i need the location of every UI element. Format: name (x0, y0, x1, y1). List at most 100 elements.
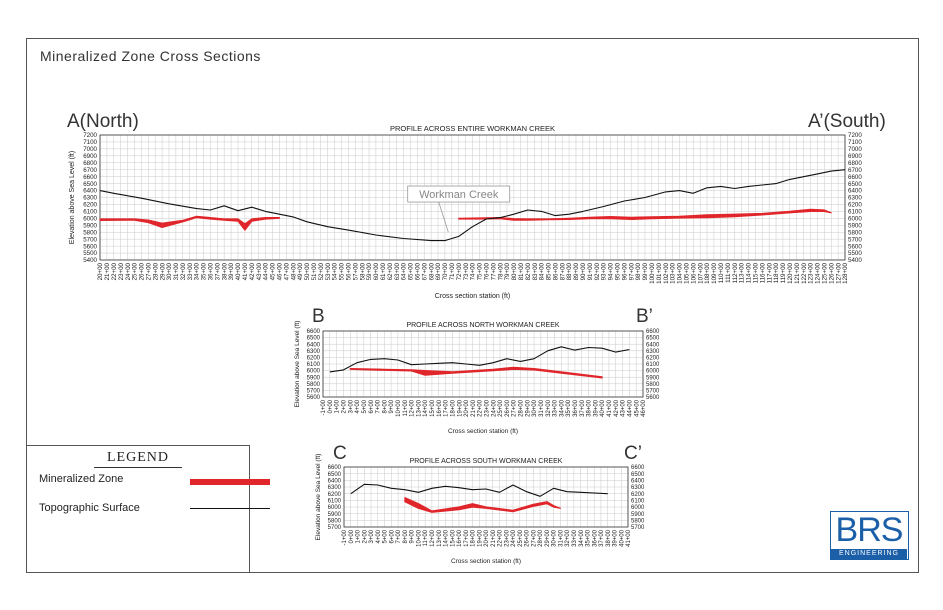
y-tick-label-right: 6000 (848, 216, 862, 223)
section-c-left-label: C (333, 443, 347, 464)
x-tick-label: 88+00 (566, 262, 573, 280)
x-tick-label: 92+00 (594, 262, 601, 280)
y-tick-label-right: 6600 (848, 174, 862, 181)
y-tick-label-right: 6300 (631, 485, 645, 491)
x-tick-label: 37+00 (580, 399, 586, 417)
x-tick-label: 30+00 (552, 529, 558, 547)
x-tick-label: 64+00 (401, 262, 408, 280)
x-tick-label: 80+00 (511, 262, 518, 280)
y-axis-label: Elevation above Sea Level (ft) (294, 321, 301, 408)
x-tick-label: 56+00 (346, 262, 353, 280)
x-tick-label: 14+00 (423, 399, 429, 417)
y-tick-label-left: 5600 (83, 243, 97, 250)
x-tick-label: 35+00 (201, 262, 208, 280)
y-axis-label: Elevation above Sea Level (ft) (69, 151, 76, 244)
y-tick-label-left: 5700 (83, 236, 97, 243)
y-tick-label-right: 6600 (646, 329, 660, 335)
x-tick-label: 26+00 (525, 529, 531, 547)
x-tick-label: 10+00 (396, 399, 402, 417)
x-tick-label: 32+00 (565, 529, 571, 547)
x-tick-label: 11+00 (403, 399, 409, 416)
x-tick-label: 13+00 (416, 399, 422, 417)
y-tick-label-left: 5900 (328, 512, 342, 518)
x-tick-label: 0+00 (328, 399, 334, 413)
x-tick-label: 60+00 (373, 262, 380, 280)
x-tick-label: 38+00 (606, 529, 612, 547)
y-tick-label-right: 6300 (848, 195, 862, 202)
x-tick-label: 19+00 (477, 529, 483, 547)
x-tick-label: 32+00 (546, 399, 552, 417)
x-tick-label: 117+00 (766, 262, 773, 283)
x-tick-label: 115+00 (752, 262, 759, 283)
y-tick-label-right: 5600 (848, 243, 862, 250)
x-tick-label: 35+00 (566, 399, 572, 417)
y-tick-label-right: 7100 (848, 139, 862, 146)
y-tick-label-left: 6300 (328, 485, 342, 491)
y-tick-label-right: 6400 (646, 342, 660, 348)
y-tick-label-left: 6100 (328, 498, 342, 504)
x-tick-label: 31+00 (173, 262, 180, 280)
x-tick-label: 34+00 (579, 529, 585, 547)
y-tick-label-right: 6800 (848, 160, 862, 167)
x-tick-label: 2+00 (362, 529, 368, 543)
y-tick-label-left: 6300 (83, 195, 97, 202)
x-tick-label: 69+00 (435, 262, 442, 280)
x-tick-label: 14+00 (444, 529, 450, 547)
legend-swatch-mineralized-zone (190, 479, 270, 485)
x-tick-label: 85+00 (546, 262, 553, 280)
mineralized-zone (349, 366, 603, 379)
x-tick-label: 17+00 (464, 529, 470, 547)
legend-label-mineralized-zone: Mineralized Zone (39, 473, 124, 485)
x-tick-label: 11+00 (423, 529, 429, 546)
y-tick-label-right: 6100 (646, 362, 660, 368)
section-b-right-label: B’ (636, 306, 653, 327)
x-tick-label: 4+00 (376, 529, 382, 543)
x-axis-label: Cross section station (ft) (451, 558, 521, 565)
y-tick-label-right: 6100 (848, 209, 862, 216)
x-tick-label: 18+00 (450, 399, 456, 417)
x-tick-label: 114+00 (746, 262, 753, 283)
y-tick-label-left: 5900 (307, 375, 321, 381)
x-tick-label: 38+00 (221, 262, 228, 280)
drawing-sheet-border (26, 38, 919, 573)
y-tick-label-left: 6100 (307, 362, 321, 368)
y-tick-label-right: 5800 (631, 518, 645, 524)
x-tick-label: 52+00 (318, 262, 325, 280)
y-tick-label-left: 6200 (83, 202, 97, 209)
plot-frame (322, 330, 644, 398)
legend: LEGEND Mineralized Zone Topographic Surf… (26, 445, 270, 573)
y-tick-label-left: 6000 (307, 369, 321, 375)
x-tick-label: 113+00 (739, 262, 746, 283)
x-tick-label: 45+00 (634, 399, 640, 417)
x-tick-label: 31+00 (558, 529, 564, 547)
x-tick-label: 74+00 (470, 262, 477, 280)
y-tick-label-right: 5700 (631, 525, 645, 531)
y-tick-label-right: 5700 (646, 389, 660, 395)
x-tick-label: 107+00 (697, 262, 704, 283)
x-tick-label: 124+00 (815, 262, 822, 283)
x-tick-label: 26+00 (139, 262, 146, 280)
x-tick-label: 25+00 (132, 262, 139, 280)
x-tick-label: 25+00 (498, 399, 504, 417)
y-tick-label-right: 6300 (646, 349, 660, 355)
y-tick-label-right: 6400 (848, 188, 862, 195)
logo-text: BRS (835, 511, 904, 549)
y-tick-label-right: 7200 (848, 132, 862, 139)
x-tick-label: 65+00 (408, 262, 415, 280)
x-tick-label: 72+00 (456, 262, 463, 280)
x-tick-label: 28+00 (152, 262, 159, 280)
x-tick-label: 50+00 (304, 262, 311, 280)
x-tick-label: 98+00 (635, 262, 642, 280)
x-tick-label: 29+00 (545, 529, 551, 547)
x-tick-label: 128+00 (842, 262, 849, 283)
x-tick-label: 86+00 (552, 262, 559, 280)
x-tick-label: 7+00 (396, 529, 402, 543)
x-tick-label: 25+00 (518, 529, 524, 547)
x-tick-label: 1+00 (335, 399, 341, 413)
x-tick-label: 116+00 (759, 262, 766, 283)
y-tick-label-left: 7000 (83, 146, 97, 153)
x-tick-label: 109+00 (711, 262, 718, 283)
x-tick-label: 111+00 (725, 262, 732, 282)
